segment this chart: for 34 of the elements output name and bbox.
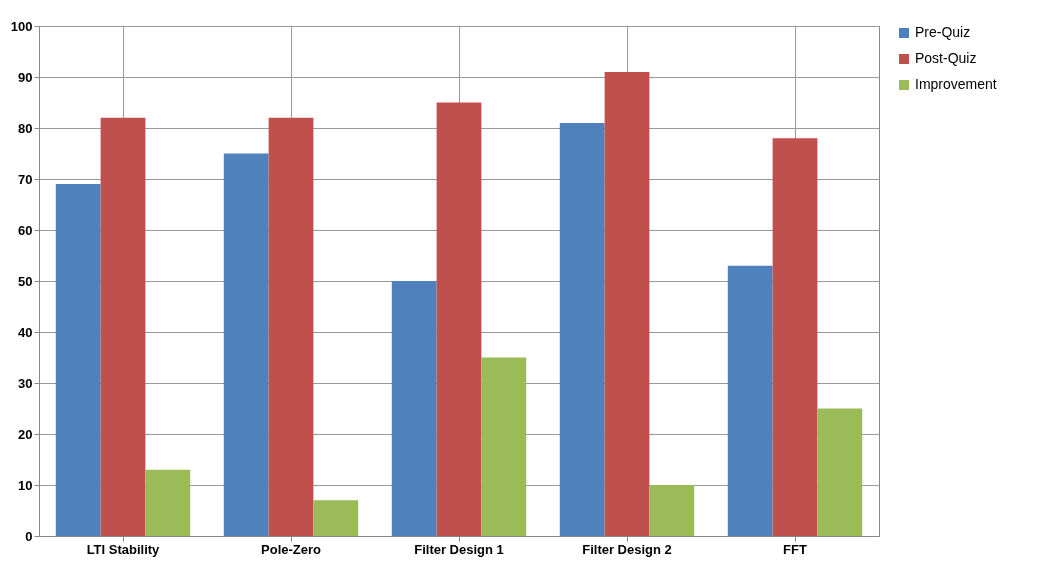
y-tick-label: 100 xyxy=(10,18,33,34)
y-tick-label: 10 xyxy=(18,477,33,493)
bar xyxy=(481,357,527,536)
bar xyxy=(772,138,818,536)
legend-label: Post-Quiz xyxy=(915,50,977,66)
x-tick-label: Pole-Zero xyxy=(261,541,322,557)
bar xyxy=(604,71,650,536)
bar xyxy=(55,184,101,536)
y-tick-label: 70 xyxy=(18,171,33,187)
y-tick-label: 0 xyxy=(25,528,33,544)
x-tick-label: FFT xyxy=(783,541,807,557)
bar xyxy=(817,408,863,536)
y-tick-label: 30 xyxy=(18,375,33,391)
y-tick-label: 90 xyxy=(18,69,33,85)
y-tick-label: 40 xyxy=(18,324,33,340)
x-tick-label: Filter Design 1 xyxy=(414,541,504,557)
bar xyxy=(313,500,359,536)
bar xyxy=(268,117,314,536)
legend-label: Pre-Quiz xyxy=(915,24,971,40)
bar xyxy=(559,122,605,536)
legend-label: Improvement xyxy=(915,76,997,92)
bar xyxy=(727,265,773,536)
bar xyxy=(649,485,695,536)
bar xyxy=(145,469,191,536)
x-tick-label: Filter Design 2 xyxy=(582,541,672,557)
y-tick-label: 60 xyxy=(18,222,33,238)
y-tick-label: 20 xyxy=(18,426,33,442)
bar xyxy=(223,153,269,536)
bar xyxy=(436,102,482,536)
bar xyxy=(100,117,146,536)
bar xyxy=(391,281,437,536)
x-tick-label: LTI Stability xyxy=(86,541,161,557)
y-tick-label: 50 xyxy=(18,273,33,289)
y-tick-label: 80 xyxy=(18,120,33,136)
